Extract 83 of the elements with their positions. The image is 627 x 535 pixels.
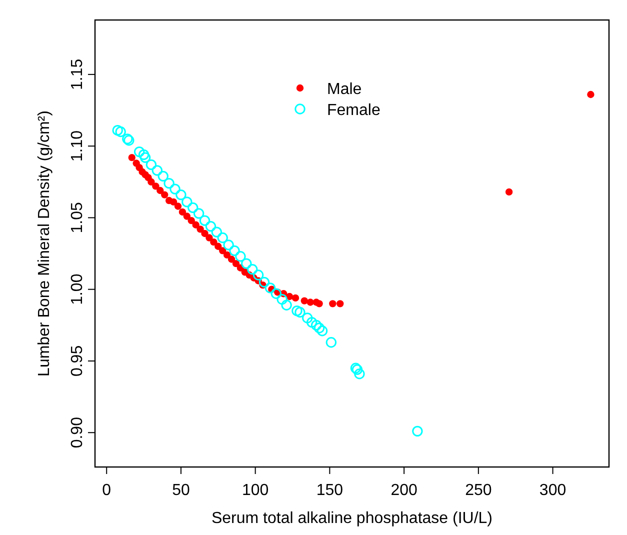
point <box>115 126 126 138</box>
point <box>281 300 292 310</box>
x-axis-title: Serum total alkaline phosphatase (IU/L) <box>211 510 493 527</box>
point <box>247 264 258 275</box>
point <box>152 165 163 176</box>
point <box>294 306 306 318</box>
point <box>206 234 213 242</box>
point <box>174 202 182 210</box>
point <box>183 212 191 220</box>
point <box>270 288 282 299</box>
point <box>211 226 222 238</box>
point <box>196 226 204 233</box>
point <box>140 152 151 163</box>
legend-label: Female <box>327 102 380 119</box>
point <box>201 230 208 238</box>
y-tick-label: 1.15 <box>69 58 86 90</box>
point <box>223 240 234 250</box>
point <box>182 196 192 208</box>
point <box>205 220 216 232</box>
point <box>292 305 302 316</box>
point <box>210 238 218 246</box>
point <box>505 188 513 196</box>
y-axis-title: Lumber Bone Mineral Density (g/cm²) <box>36 110 53 376</box>
point <box>176 189 186 200</box>
point <box>146 159 157 170</box>
x-tick-label: 150 <box>316 482 344 499</box>
point <box>192 221 200 228</box>
point <box>412 426 423 437</box>
point <box>148 178 155 186</box>
x-tick-label: 50 <box>172 482 190 499</box>
point <box>314 322 325 334</box>
point <box>158 170 168 182</box>
y-tick-label: 0.95 <box>69 345 86 377</box>
point <box>276 294 288 305</box>
point <box>138 149 150 160</box>
point <box>316 300 323 308</box>
point <box>164 178 174 189</box>
point <box>128 154 136 162</box>
point <box>188 202 198 214</box>
point <box>199 215 210 226</box>
point <box>217 232 228 244</box>
point <box>354 368 365 380</box>
point <box>178 208 186 216</box>
point <box>161 191 168 198</box>
y-tick-label: 1.10 <box>69 130 86 162</box>
point <box>292 294 300 302</box>
point <box>241 258 252 269</box>
x-tick-label: 200 <box>390 482 418 499</box>
point <box>170 184 180 194</box>
point <box>193 208 204 219</box>
point <box>232 260 240 268</box>
point <box>316 326 328 336</box>
point <box>235 251 246 262</box>
x-tick-label: 100 <box>242 482 269 499</box>
point <box>170 198 178 206</box>
point <box>252 270 264 280</box>
x-tick-label: 300 <box>539 482 566 499</box>
point <box>587 90 594 98</box>
point <box>156 186 164 194</box>
point <box>306 298 314 306</box>
point <box>134 146 145 158</box>
point <box>336 300 344 308</box>
point <box>112 124 123 136</box>
point <box>223 251 231 259</box>
point <box>326 337 337 348</box>
point <box>214 242 222 250</box>
point <box>188 216 195 224</box>
point <box>329 300 336 308</box>
point <box>229 245 240 256</box>
point <box>228 256 236 263</box>
y-tick-label: 1.00 <box>69 274 86 305</box>
y-tick-label: 1.05 <box>69 202 86 234</box>
y-tick-label: 0.90 <box>69 416 86 448</box>
point <box>258 276 270 288</box>
x-tick-label: 250 <box>465 482 492 499</box>
point <box>264 282 276 294</box>
x-tick-label: 0 <box>102 482 112 499</box>
point <box>300 297 308 304</box>
legend-label: Male <box>327 81 362 98</box>
point <box>302 312 313 324</box>
point <box>310 320 322 331</box>
point <box>152 182 160 190</box>
point <box>306 316 318 328</box>
